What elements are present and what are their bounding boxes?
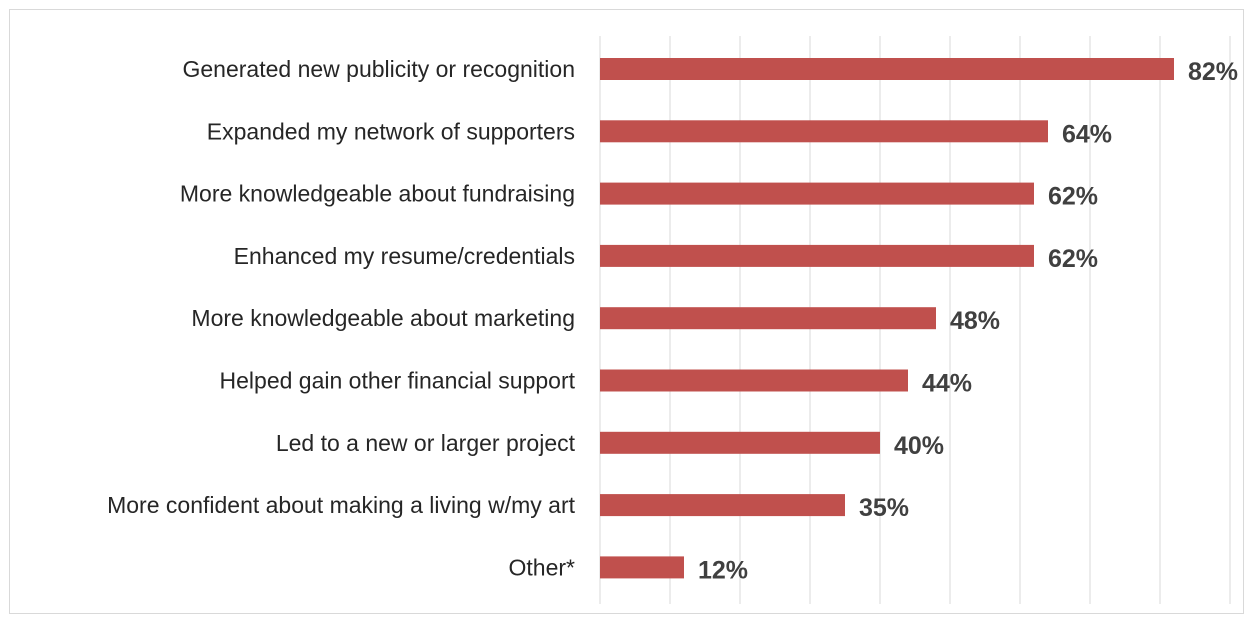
bars bbox=[600, 58, 1174, 579]
category-label: More knowledgeable about fundraising bbox=[180, 181, 575, 207]
category-label: More confident about making a living w/m… bbox=[107, 492, 575, 518]
category-labels: Generated new publicity or recognition Ex… bbox=[107, 56, 575, 580]
value-labels: 82% 64% 62% 62% 48% 44% 40% 35% 12% bbox=[698, 58, 1238, 584]
category-label: Generated new publicity or recognition bbox=[182, 56, 575, 82]
bar bbox=[600, 431, 880, 454]
value-label: 62% bbox=[1048, 245, 1098, 273]
category-label: Other* bbox=[509, 554, 576, 580]
bar bbox=[600, 556, 684, 579]
value-label: 44% bbox=[922, 370, 972, 398]
category-label: More knowledgeable about marketing bbox=[191, 305, 575, 331]
bar bbox=[600, 494, 845, 517]
category-label: Led to a new or larger project bbox=[276, 430, 576, 456]
category-label: Helped gain other financial support bbox=[220, 368, 576, 394]
category-label: Expanded my network of supporters bbox=[207, 118, 575, 144]
value-label: 40% bbox=[894, 432, 944, 460]
value-label: 64% bbox=[1062, 120, 1112, 148]
bar bbox=[600, 369, 908, 392]
bar bbox=[600, 244, 1034, 267]
bar bbox=[600, 307, 936, 330]
value-label: 62% bbox=[1048, 183, 1098, 211]
value-label: 35% bbox=[859, 494, 909, 522]
bar bbox=[600, 58, 1174, 80]
category-label: Enhanced my resume/credentials bbox=[234, 243, 575, 269]
value-label: 82% bbox=[1188, 58, 1238, 86]
value-label: 48% bbox=[950, 307, 1000, 335]
value-label: 12% bbox=[698, 556, 748, 584]
bar bbox=[600, 182, 1034, 205]
bar bbox=[600, 120, 1048, 143]
